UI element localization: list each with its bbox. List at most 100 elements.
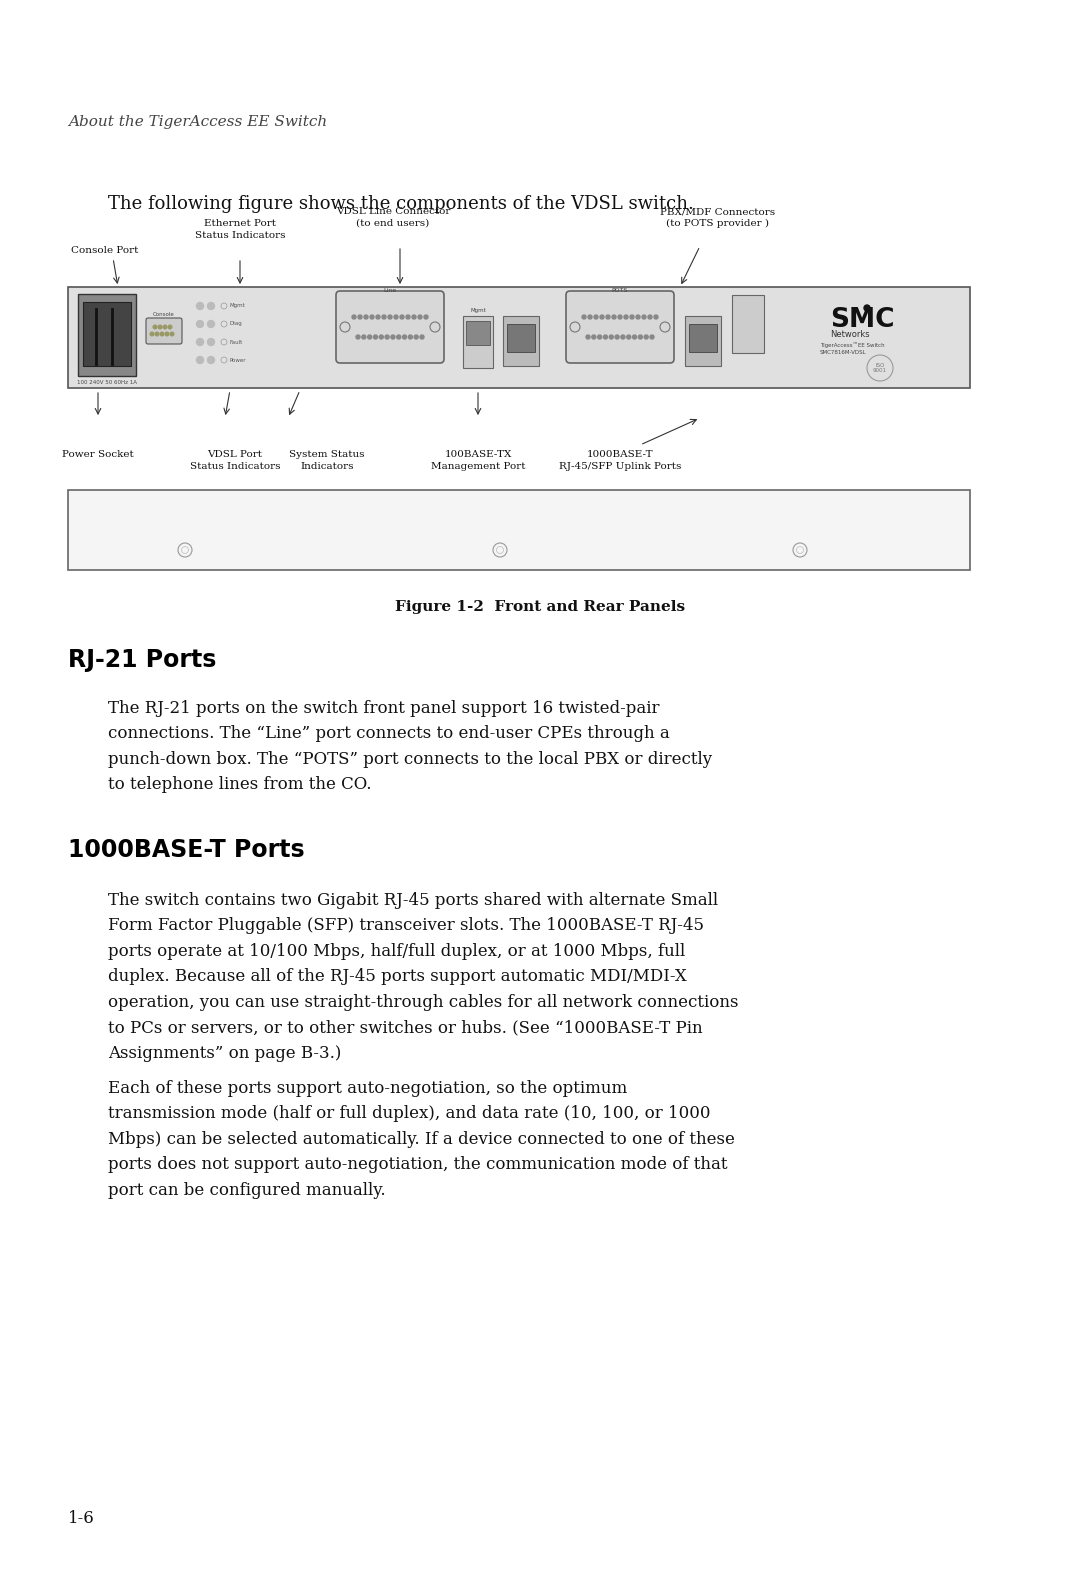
Text: 1000BASE-T
RJ-45/SFP Uplink Ports: 1000BASE-T RJ-45/SFP Uplink Ports [558,451,681,471]
Circle shape [604,334,607,339]
Text: PBX/MDF Connectors
(to POTS provider ): PBX/MDF Connectors (to POTS provider ) [661,207,775,228]
Circle shape [418,316,422,319]
Text: RJ-21 Ports: RJ-21 Ports [68,648,216,672]
Circle shape [597,334,602,339]
Circle shape [415,334,418,339]
Circle shape [644,334,648,339]
Circle shape [618,316,622,319]
Text: VDSL Line Connector
(to end users): VDSL Line Connector (to end users) [336,207,450,228]
Bar [507,323,535,352]
Text: Diag: Diag [230,322,243,327]
Circle shape [621,334,625,339]
Circle shape [600,316,604,319]
Circle shape [197,303,203,309]
Text: About the TigerAccess EE Switch: About the TigerAccess EE Switch [68,115,327,129]
Text: Line: Line [383,287,396,294]
Circle shape [379,334,383,339]
Circle shape [626,334,631,339]
Text: Figure 1-2  Front and Rear Panels: Figure 1-2 Front and Rear Panels [395,600,685,614]
Circle shape [638,334,643,339]
Circle shape [158,325,162,328]
Bar [463,316,492,367]
Circle shape [609,334,613,339]
Text: Networks: Networks [831,330,869,339]
Circle shape [197,339,203,345]
Text: 1000BASE-T Ports: 1000BASE-T Ports [68,838,305,862]
Circle shape [376,316,380,319]
Bar [83,301,131,366]
Circle shape [357,316,362,319]
Text: Mgmt: Mgmt [230,303,246,308]
Circle shape [586,334,590,339]
Text: The following figure shows the components of the VDSL switch.: The following figure shows the component… [108,195,693,214]
Text: Fault: Fault [230,339,243,344]
Circle shape [388,316,392,319]
Circle shape [165,333,168,336]
Text: The switch contains two Gigabit RJ-45 ports shared with alternate Small
Form Fac: The switch contains two Gigabit RJ-45 po… [108,892,739,1061]
Circle shape [362,334,366,339]
Circle shape [403,334,406,339]
Circle shape [630,316,634,319]
Circle shape [352,316,356,319]
Circle shape [606,316,610,319]
Circle shape [394,316,399,319]
Circle shape [207,356,215,364]
Circle shape [367,334,372,339]
Circle shape [636,316,640,319]
Circle shape [420,334,424,339]
FancyBboxPatch shape [146,319,183,344]
Circle shape [650,334,654,339]
Circle shape [864,305,870,311]
Circle shape [411,316,416,319]
Circle shape [424,316,428,319]
Text: Console: Console [153,312,175,317]
Circle shape [156,333,159,336]
Circle shape [382,316,386,319]
Text: SMC: SMC [831,308,894,333]
Bar [465,320,490,345]
Text: Power Socket: Power Socket [63,451,134,458]
Text: Ethernet Port
Status Indicators: Ethernet Port Status Indicators [194,220,285,240]
Circle shape [612,316,616,319]
FancyBboxPatch shape [336,290,444,363]
Circle shape [160,333,164,336]
Circle shape [396,334,401,339]
Circle shape [356,334,360,339]
Circle shape [153,325,157,328]
Circle shape [648,316,652,319]
Bar [685,316,721,366]
Bar [68,490,970,570]
Circle shape [364,316,368,319]
Circle shape [374,334,377,339]
Text: POTS: POTS [611,287,629,294]
Circle shape [391,334,395,339]
Text: VDSL Port
Status Indicators: VDSL Port Status Indicators [190,451,280,471]
Circle shape [207,303,215,309]
Text: ISO
9001: ISO 9001 [873,363,887,374]
Circle shape [207,320,215,328]
Bar [732,295,764,353]
Circle shape [197,320,203,328]
Circle shape [386,334,389,339]
Circle shape [370,316,374,319]
Circle shape [642,316,646,319]
Circle shape [624,316,627,319]
Circle shape [197,356,203,364]
Text: System Status
Indicators: System Status Indicators [289,451,365,471]
Text: 1-6: 1-6 [68,1510,95,1528]
Circle shape [408,334,413,339]
Circle shape [588,316,592,319]
Bar [503,316,539,366]
Bar [689,323,717,352]
Circle shape [592,334,596,339]
Circle shape [171,333,174,336]
Text: SMC7816M-VDSL: SMC7816M-VDSL [820,350,866,355]
Circle shape [150,333,153,336]
Bar [68,287,970,388]
Bar [78,294,136,375]
Circle shape [582,316,586,319]
Circle shape [163,325,166,328]
Text: 100 240V 50 60Hz 1A: 100 240V 50 60Hz 1A [77,380,137,385]
Text: Console Port: Console Port [71,246,138,254]
Text: TigerAccess™EE Switch: TigerAccess™EE Switch [820,342,885,349]
